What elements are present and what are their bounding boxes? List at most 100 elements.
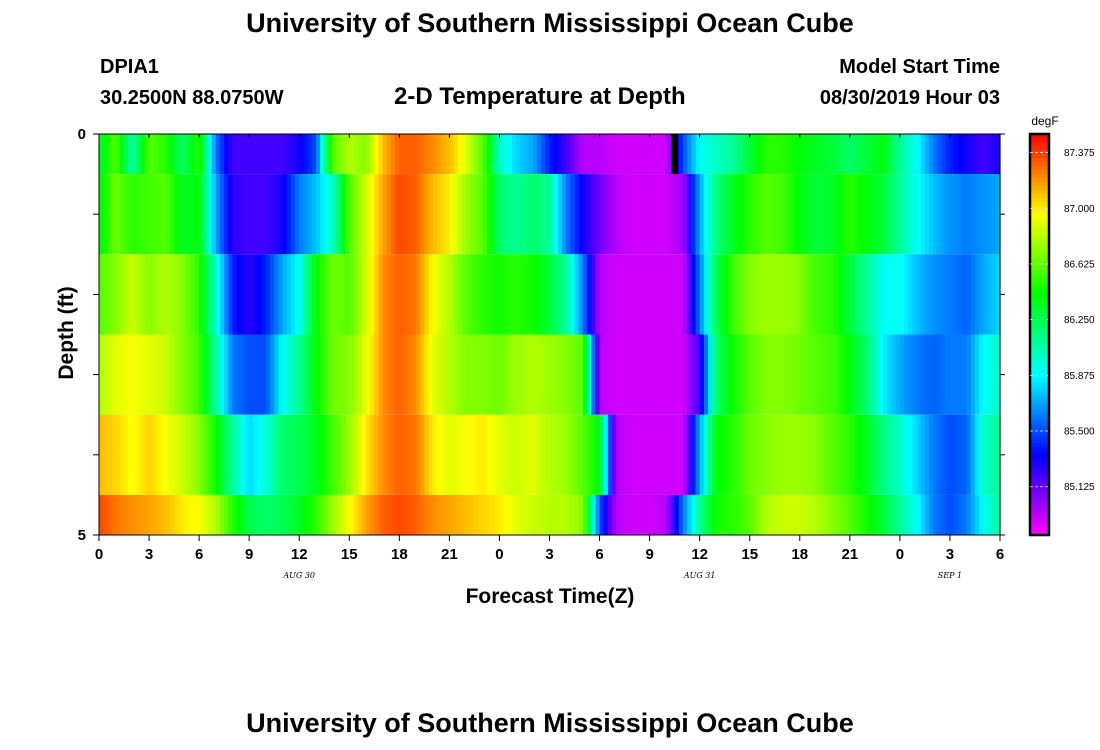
heatmap-cell bbox=[687, 334, 692, 415]
heatmap-cell bbox=[833, 254, 838, 335]
heatmap-cell bbox=[520, 414, 526, 495]
heatmap-cell bbox=[445, 414, 450, 495]
heatmap-cell bbox=[941, 334, 947, 415]
heatmap-cell bbox=[303, 494, 309, 535]
heatmap-cell bbox=[474, 254, 480, 335]
heatmap-cell bbox=[582, 254, 588, 335]
heatmap-cell bbox=[361, 254, 367, 335]
heatmap-cell bbox=[169, 174, 175, 255]
heatmap-cell bbox=[478, 254, 484, 335]
heatmap-cell bbox=[345, 414, 350, 495]
heatmap-cell bbox=[632, 134, 638, 175]
heatmap-cell bbox=[570, 334, 576, 415]
heatmap-cell bbox=[466, 334, 471, 415]
heatmap-cell bbox=[153, 494, 158, 535]
heatmap-cell bbox=[470, 254, 476, 335]
heatmap-cell bbox=[282, 494, 288, 535]
heatmap-cell bbox=[203, 334, 209, 415]
heatmap-cell bbox=[799, 334, 805, 415]
heatmap-cell bbox=[491, 494, 496, 535]
heatmap-cell bbox=[516, 134, 521, 175]
heatmap-cell bbox=[799, 494, 805, 535]
heatmap-cell bbox=[557, 134, 563, 175]
heatmap-cell bbox=[328, 174, 334, 255]
heatmap-cell bbox=[958, 414, 964, 495]
heatmap-cell bbox=[887, 334, 893, 415]
heatmap-cell bbox=[720, 334, 726, 415]
heatmap-cell bbox=[157, 174, 163, 255]
heatmap-cell bbox=[912, 174, 918, 255]
heatmap-cell bbox=[307, 494, 313, 535]
heatmap-cell bbox=[445, 254, 450, 335]
heatmap-cell bbox=[486, 414, 492, 495]
heatmap-cell bbox=[879, 334, 884, 415]
heatmap-cell bbox=[949, 134, 955, 175]
heatmap-cell bbox=[587, 494, 592, 535]
heatmap-cell bbox=[174, 494, 179, 535]
heatmap-cell bbox=[511, 334, 517, 415]
heatmap-cell bbox=[407, 254, 413, 335]
heatmap-cell bbox=[879, 174, 884, 255]
heatmap-cell bbox=[194, 254, 200, 335]
heatmap-cell bbox=[436, 254, 442, 335]
model-start-marker bbox=[671, 134, 679, 175]
heatmap-cell bbox=[286, 414, 292, 495]
heatmap-cell bbox=[403, 134, 409, 175]
heatmap-cell bbox=[249, 174, 254, 255]
heatmap-cell bbox=[666, 134, 672, 175]
heatmap-cell bbox=[470, 334, 476, 415]
heatmap-cell bbox=[236, 174, 242, 255]
heatmap-cell bbox=[219, 334, 225, 415]
heatmap-cell bbox=[949, 254, 955, 335]
heatmap-cell bbox=[332, 494, 338, 535]
heatmap-cell bbox=[766, 254, 772, 335]
heatmap-cell bbox=[153, 414, 158, 495]
heatmap-cell bbox=[870, 174, 876, 255]
heatmap-cell bbox=[516, 414, 521, 495]
heatmap-cell bbox=[616, 494, 622, 535]
colorbar-tick-label: 87.375 bbox=[1064, 148, 1095, 159]
heatmap-cell bbox=[265, 174, 271, 255]
heatmap-cell bbox=[962, 174, 968, 255]
heatmap-cell bbox=[828, 174, 834, 255]
colorbar-segment bbox=[1030, 198, 1049, 203]
heatmap-cell bbox=[879, 254, 884, 335]
heatmap-cell bbox=[124, 254, 129, 335]
heatmap-cell bbox=[904, 494, 909, 535]
heatmap-cell bbox=[111, 254, 117, 335]
heatmap-cell bbox=[783, 134, 788, 175]
heatmap-cell bbox=[424, 414, 430, 495]
heatmap-cell bbox=[762, 334, 768, 415]
heatmap-cell bbox=[666, 254, 672, 335]
heatmap-cell bbox=[945, 334, 951, 415]
heatmap-cell bbox=[307, 334, 313, 415]
heatmap-cell bbox=[253, 414, 259, 495]
heatmap-cell bbox=[562, 254, 567, 335]
colorbar-segment bbox=[1030, 390, 1049, 396]
heatmap-cell bbox=[194, 134, 200, 175]
heatmap-cell bbox=[603, 494, 609, 535]
heatmap-cell bbox=[791, 334, 797, 415]
heatmap-cell bbox=[691, 414, 697, 495]
heatmap-cell bbox=[257, 494, 263, 535]
heatmap-cell bbox=[937, 254, 943, 335]
heatmap-cell bbox=[737, 134, 742, 175]
x-tick-label: 21 bbox=[841, 546, 858, 563]
heatmap-cell bbox=[904, 134, 909, 175]
heatmap-cell bbox=[349, 174, 355, 255]
heatmap-cell bbox=[607, 494, 613, 535]
colorbar-tick-label: 86.625 bbox=[1064, 259, 1095, 270]
colorbar-segment bbox=[1030, 366, 1049, 372]
heatmap-cell bbox=[712, 494, 717, 535]
heatmap-cell bbox=[278, 334, 284, 415]
heatmap-cell bbox=[486, 494, 492, 535]
heatmap-cell bbox=[153, 254, 158, 335]
heatmap-cell bbox=[286, 334, 292, 415]
heatmap-cell bbox=[507, 414, 513, 495]
heatmap-cell bbox=[774, 174, 780, 255]
heatmap-cell bbox=[499, 174, 505, 255]
heatmap-cell bbox=[920, 494, 926, 535]
x-tick-label: 15 bbox=[741, 546, 758, 563]
heatmap-cell bbox=[432, 494, 438, 535]
heatmap-cell bbox=[666, 174, 672, 255]
